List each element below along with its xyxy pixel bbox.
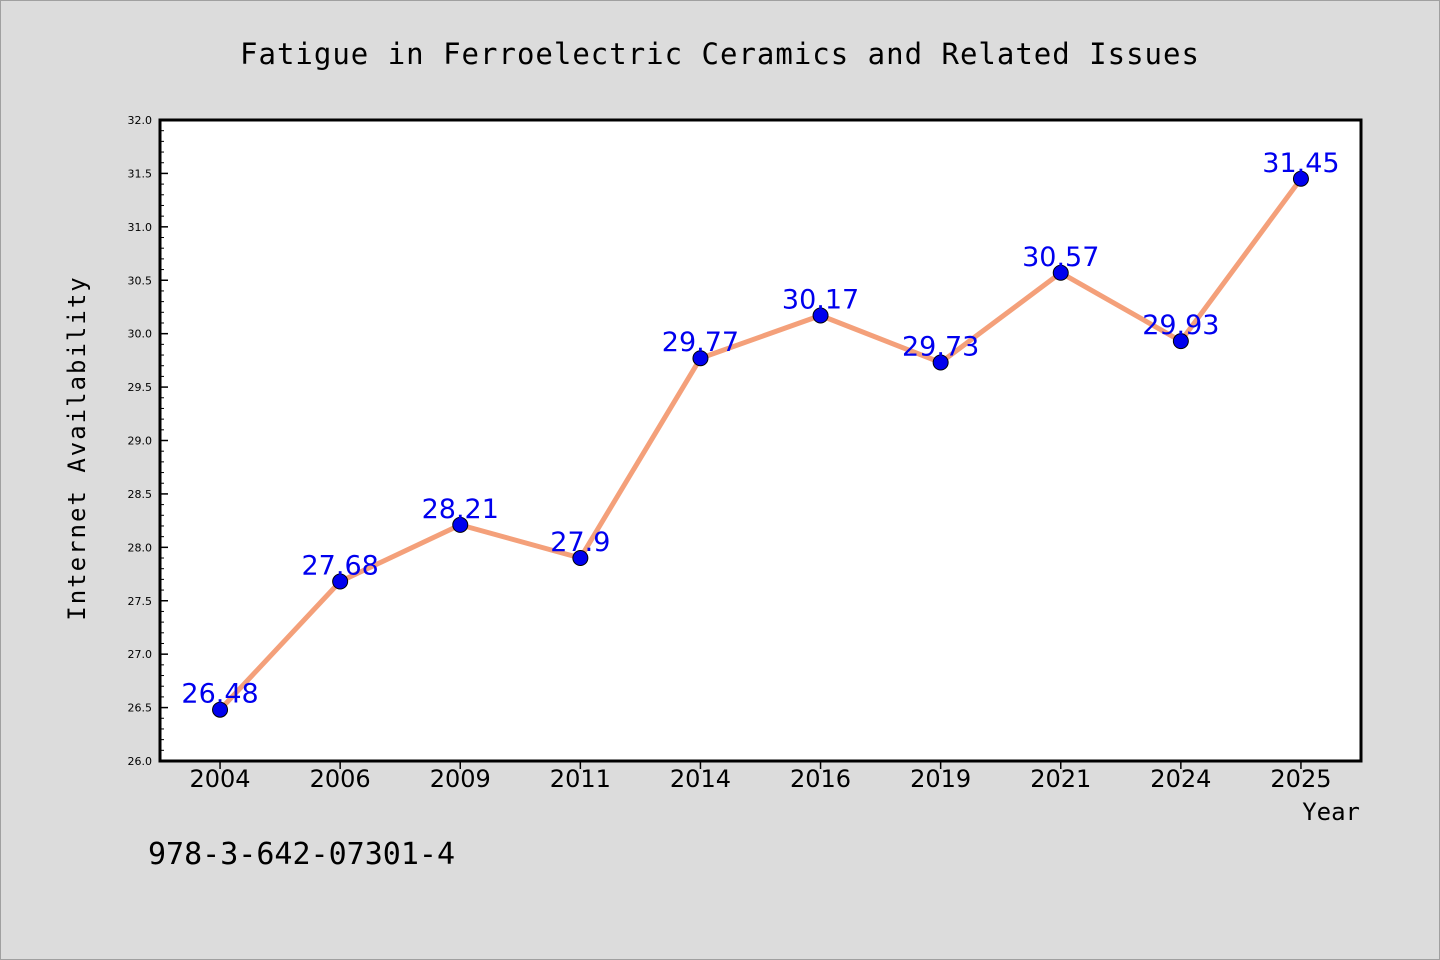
x-tick-label: 2009 [430, 765, 491, 793]
data-label: 29.73 [902, 332, 979, 363]
data-labels: 26.48 27.68 28.21 27.9 29.77 30.17 29.73 30.57 2… [181, 148, 1339, 710]
data-label: 30.17 [782, 285, 859, 316]
data-point [332, 573, 349, 590]
x-tick-label: 2024 [1150, 765, 1211, 793]
data-point [212, 701, 229, 718]
y-tick-label: 32.0 [128, 114, 153, 127]
data-point [1292, 170, 1309, 187]
x-axis-label: Year [1302, 798, 1360, 826]
x-tick-label: 2025 [1270, 765, 1331, 793]
x-tick-label: 2014 [670, 765, 731, 793]
series-line-group [217, 176, 1304, 713]
y-axis: 26.0 26.5 27.0 27.5 28.0 28.5 29.0 29.5 30.0 30.5… [128, 114, 168, 768]
plot-area [158, 118, 1363, 763]
y-tick-label: 28.0 [128, 541, 153, 554]
y-axis-label: Internet Availability [63, 275, 91, 620]
y-tick-label: 26.0 [128, 755, 153, 768]
data-point [692, 350, 709, 367]
data-label: 29.93 [1142, 310, 1219, 341]
y-tick-label: 30.5 [128, 274, 153, 287]
y-tick-label: 26.5 [128, 702, 153, 715]
y-tick-label: 29.5 [128, 381, 153, 394]
y-tick-label: 31.5 [128, 167, 153, 180]
data-point [812, 307, 829, 324]
data-label: 26.48 [181, 679, 258, 710]
data-point [452, 516, 469, 533]
data-point [932, 354, 949, 371]
x-tick-label: 2011 [550, 765, 611, 793]
data-label: 27.68 [302, 551, 379, 582]
data-label: 30.57 [1022, 242, 1099, 273]
data-label: 27.9 [550, 527, 610, 558]
markers [212, 170, 1309, 718]
data-label: 28.21 [422, 494, 499, 525]
chart-title: Fatigue in Ferroelectric Ceramics and Re… [240, 37, 1200, 71]
y-tick-label: 31.0 [128, 221, 153, 234]
data-point [1052, 264, 1069, 281]
y-tick-label: 29.0 [128, 435, 153, 448]
y-tick-label: 27.5 [128, 595, 153, 608]
x-tick-label: 2004 [190, 765, 251, 793]
x-tick-label: 2016 [790, 765, 851, 793]
data-point [1172, 333, 1189, 350]
data-label: 29.77 [662, 327, 739, 358]
x-tick-label: 2019 [910, 765, 971, 793]
y-tick-label: 30.0 [128, 328, 153, 341]
data-point [572, 550, 589, 567]
x-tick-label: 2021 [1030, 765, 1091, 793]
isbn-text: 978-3-642-07301-4 [148, 837, 455, 872]
data-label: 31.45 [1262, 148, 1339, 179]
y-tick-label: 28.5 [128, 488, 153, 501]
x-axis: 2004 2006 2009 2011 2014 2016 2019 2021 2024 2025 [190, 761, 1331, 793]
x-tick-label: 2006 [310, 765, 371, 793]
series-line [217, 176, 1304, 713]
y-tick-label: 27.0 [128, 648, 153, 661]
